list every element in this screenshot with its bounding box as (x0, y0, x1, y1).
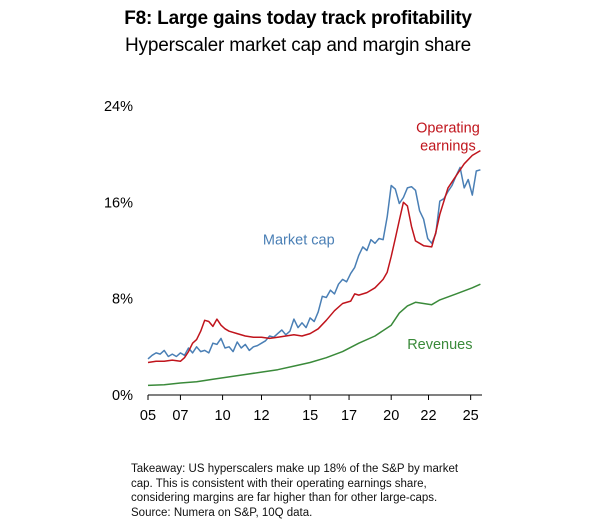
y-tick-label: 16% (104, 195, 133, 211)
series-line-market-cap (148, 167, 480, 359)
chart-series-labels: Market cap Operating earnings Revenues (263, 120, 480, 353)
series-label-market-cap: Market cap (263, 232, 335, 248)
series-label-revenues: Revenues (407, 337, 472, 353)
x-tick-label: 20 (383, 408, 399, 424)
x-tick-label: 12 (253, 408, 269, 424)
takeaway-text: Takeaway: US hyperscalers make up 18% of… (131, 462, 476, 520)
y-tick-label: 8% (112, 292, 133, 308)
y-tick-label: 0% (112, 388, 133, 404)
x-tick-label: 05 (140, 408, 156, 424)
x-tick-label: 22 (420, 408, 436, 424)
x-tick-label: 25 (463, 408, 479, 424)
series-line-operating-earnings (148, 151, 480, 363)
series-label-operating-earnings: Operating earnings (416, 120, 480, 154)
x-tick-label: 10 (215, 408, 231, 424)
x-tick-label: 07 (172, 408, 188, 424)
x-tick-label: 17 (341, 408, 357, 424)
x-tick-label: 15 (302, 408, 318, 424)
y-tick-label: 24% (104, 99, 133, 115)
series-line-revenues (148, 284, 480, 385)
